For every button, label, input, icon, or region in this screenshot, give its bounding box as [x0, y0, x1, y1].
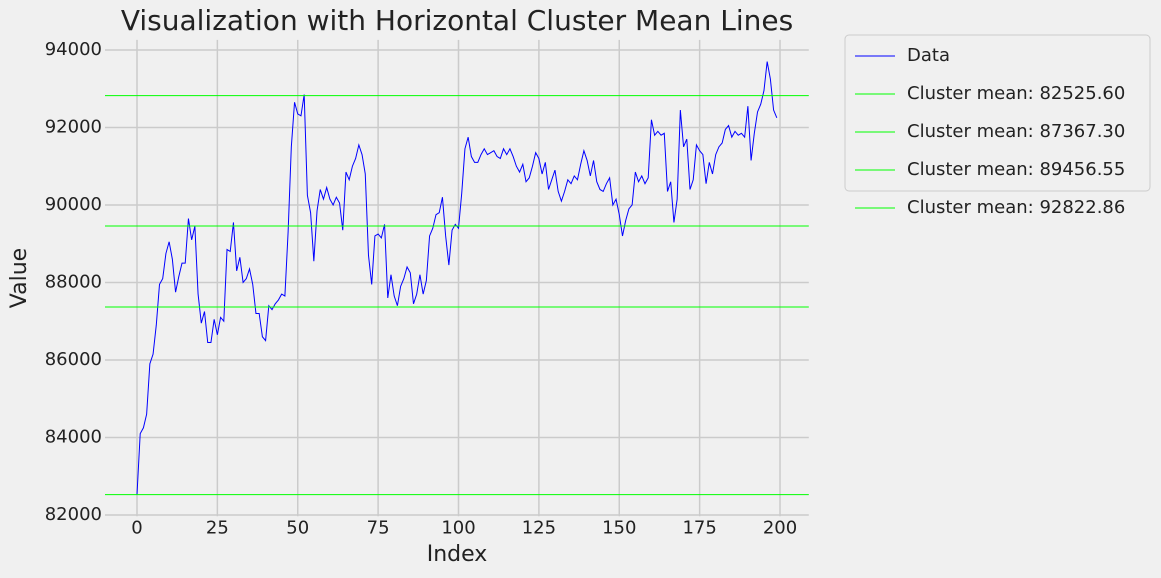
y-tick-label: 84000 — [45, 426, 102, 447]
x-tick-label: 50 — [286, 517, 309, 538]
legend-label: Cluster mean: 82525.60 — [907, 83, 1125, 104]
legend-label: Cluster mean: 87367.30 — [907, 121, 1125, 142]
x-tick-label: 125 — [522, 517, 556, 538]
y-tick-label: 86000 — [45, 349, 102, 370]
y-tick-label: 94000 — [45, 39, 102, 60]
x-tick-label: 100 — [441, 517, 475, 538]
x-tick-label: 75 — [367, 517, 390, 538]
x-tick-label: 175 — [682, 517, 716, 538]
y-tick-label: 88000 — [45, 271, 102, 292]
data-line — [136, 61, 778, 495]
chart-title: Visualization with Horizontal Cluster Me… — [121, 4, 793, 37]
legend-box — [844, 34, 1151, 192]
x-tick-label: 200 — [763, 517, 797, 538]
legend-label: Data — [907, 45, 950, 66]
x-tick-label: 150 — [602, 517, 636, 538]
legend-label: Cluster mean: 92822.86 — [907, 197, 1125, 218]
y-axis-label: Value — [7, 248, 32, 308]
y-tick-label: 82000 — [45, 504, 102, 525]
y-tick-label: 92000 — [45, 116, 102, 137]
y-tick-label: 90000 — [45, 194, 102, 215]
x-tick-label: 25 — [206, 517, 229, 538]
legend-label: Cluster mean: 89456.55 — [907, 159, 1125, 180]
x-tick-label: 0 — [131, 517, 142, 538]
x-axis-label: Index — [427, 542, 488, 567]
